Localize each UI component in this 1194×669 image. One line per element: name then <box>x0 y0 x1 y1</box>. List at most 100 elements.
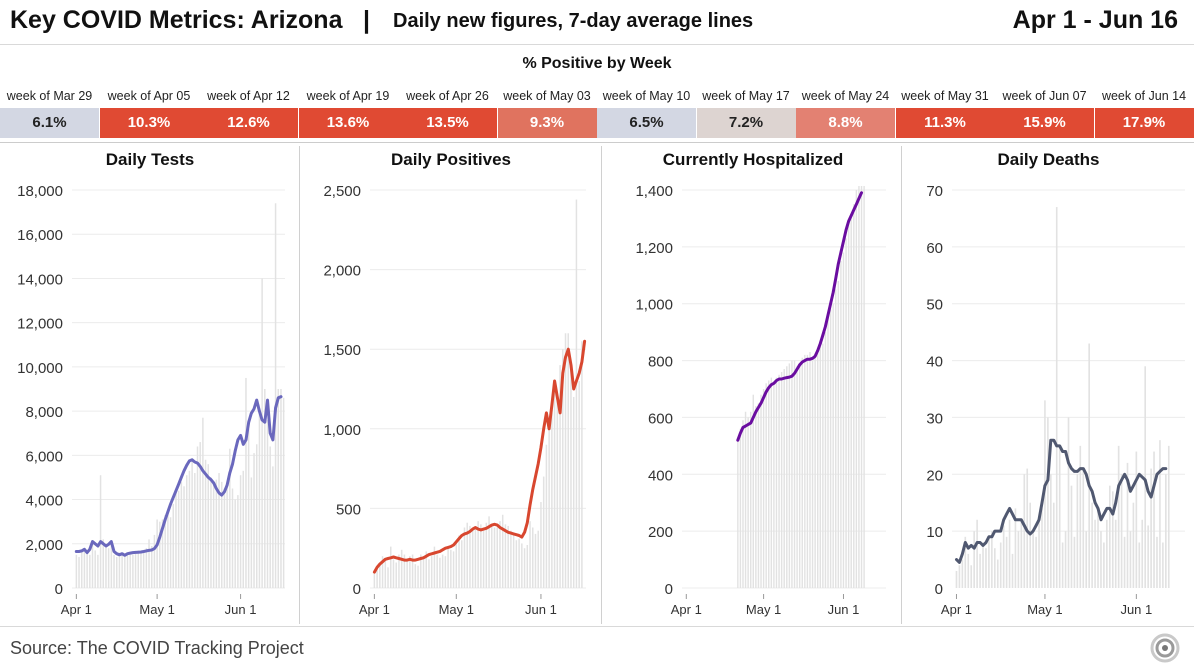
daily-bar <box>403 554 406 588</box>
x-tick-label: Jun 1 <box>1120 602 1152 617</box>
y-tick-label: 1,000 <box>635 297 673 314</box>
daily-bar <box>819 346 821 588</box>
title-separator: | <box>363 6 370 34</box>
daily-bar <box>395 562 397 588</box>
daily-bar <box>129 554 131 588</box>
daily-bar <box>167 510 169 588</box>
daily-bar <box>1067 417 1070 588</box>
y-tick-label: 30 <box>926 410 943 427</box>
week-label: week of Mar 29 <box>6 89 93 103</box>
covid-tracking-logo-icon <box>1150 633 1180 663</box>
daily-bar <box>970 565 973 588</box>
daily-bar <box>444 556 447 588</box>
daily-bar <box>94 550 96 588</box>
y-tick-label: 200 <box>648 524 673 541</box>
daily-bar <box>521 543 523 588</box>
daily-bar <box>780 371 783 588</box>
page-title: Key COVID Metrics: Arizona <box>10 6 343 34</box>
daily-bar <box>964 536 967 588</box>
daily-bar <box>1032 531 1034 588</box>
daily-bar <box>373 570 376 588</box>
daily-bar <box>1126 462 1129 588</box>
y-tick-label: 8,000 <box>25 404 63 421</box>
daily-bar <box>1047 417 1049 588</box>
y-tick-label: 400 <box>648 467 673 484</box>
daily-bar <box>148 539 150 588</box>
week-label: week of May 03 <box>503 89 591 103</box>
daily-bar <box>988 536 990 588</box>
x-tick-label: Apr 1 <box>61 602 92 617</box>
daily-bar <box>1132 502 1135 588</box>
week-label: week of May 31 <box>901 89 989 103</box>
y-tick-label: 16,000 <box>17 227 63 244</box>
daily-bar <box>185 475 188 588</box>
week-col: week of May 03 9.3% <box>497 88 597 140</box>
daily-bar <box>488 516 490 588</box>
week-col: week of May 10 6.5% <box>597 88 696 140</box>
week-value: 12.6% <box>199 108 298 138</box>
week-col: week of May 31 11.3% <box>895 88 995 140</box>
daily-bar <box>417 565 419 588</box>
daily-bar <box>1165 474 1167 588</box>
daily-bar <box>460 540 463 588</box>
daily-bar <box>414 564 417 588</box>
daily-bar <box>1076 474 1079 588</box>
daily-bar <box>760 394 762 588</box>
x-tick-label: Jun 1 <box>225 602 257 617</box>
week-value: 10.3% <box>99 108 199 138</box>
daily-bar <box>1011 553 1014 588</box>
y-tick-label: 40 <box>926 354 943 371</box>
daily-bar <box>384 557 387 588</box>
daily-bar <box>531 527 534 588</box>
daily-bar <box>132 554 134 588</box>
daily-bar <box>229 448 231 588</box>
daily-bar <box>204 459 207 588</box>
chart-title: Daily Tests <box>105 150 195 169</box>
daily-bar <box>425 551 428 588</box>
daily-bar <box>220 481 223 588</box>
average-line <box>736 191 863 442</box>
daily-bar <box>822 343 824 588</box>
daily-bar <box>750 411 752 588</box>
y-tick-label: 1,500 <box>323 342 361 359</box>
daily-bar <box>477 521 479 588</box>
daily-bar <box>226 486 228 588</box>
daily-bar <box>452 551 455 588</box>
x-tick-label: May 1 <box>439 602 474 617</box>
daily-bar <box>1085 531 1088 588</box>
daily-bar <box>392 559 395 588</box>
daily-bar <box>1162 542 1164 588</box>
daily-bar <box>982 542 984 588</box>
daily-bar <box>976 519 978 588</box>
daily-bar <box>996 559 999 588</box>
daily-bar <box>534 533 537 588</box>
daily-bar <box>441 554 444 588</box>
daily-bar <box>1147 525 1149 588</box>
daily-bar <box>973 531 975 588</box>
daily-bar <box>1088 343 1090 588</box>
daily-bar <box>261 278 263 588</box>
daily-bar <box>1020 519 1023 588</box>
daily-bar <box>985 548 987 588</box>
daily-bar <box>387 567 389 588</box>
x-tick-label: Apr 1 <box>941 602 972 617</box>
daily-bar <box>80 550 83 588</box>
daily-bar <box>1094 519 1096 588</box>
daily-bar <box>482 527 485 588</box>
daily-bar <box>559 365 561 588</box>
daily-bar <box>786 366 788 588</box>
daily-bar <box>237 495 239 588</box>
daily-bar <box>801 357 803 588</box>
chart-daily-positives: Daily Positives 0 500 1,000 1,500 2,000 2,500… <box>301 145 601 625</box>
daily-bar <box>428 559 430 588</box>
daily-bar <box>1041 508 1043 588</box>
daily-bar <box>266 419 269 588</box>
y-tick-label: 20 <box>926 467 943 484</box>
daily-bar <box>450 549 452 588</box>
daily-bar <box>1153 451 1155 588</box>
daily-bar <box>548 428 550 588</box>
daily-bar <box>134 552 137 588</box>
week-col: week of Jun 07 15.9% <box>995 88 1094 140</box>
daily-bar <box>773 383 775 588</box>
daily-bar <box>169 517 172 588</box>
